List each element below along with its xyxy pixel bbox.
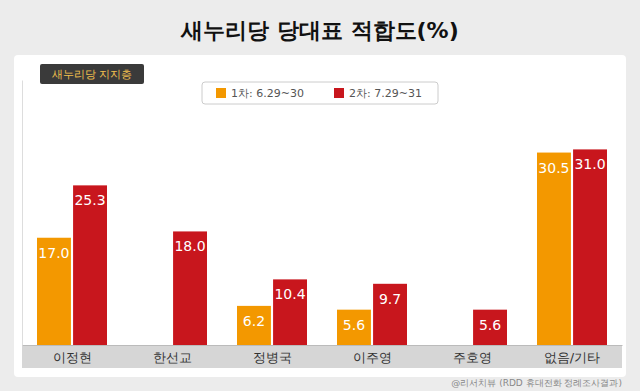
x-tick: 한선교 xyxy=(153,345,192,365)
bar xyxy=(373,284,407,345)
bar xyxy=(73,185,107,345)
bar xyxy=(537,153,571,345)
data-label: 17.0 xyxy=(38,245,69,261)
title: 새누리당 당대표 적합도(%) xyxy=(180,18,458,43)
bar xyxy=(237,306,271,345)
x-tick: 없음/기타 xyxy=(544,345,600,365)
x-tick: 주호영 xyxy=(453,345,492,365)
data-label: 6.2 xyxy=(243,313,265,329)
legend-box xyxy=(202,82,438,104)
x-tick: 이정현 xyxy=(53,345,92,365)
legend-label: 2차: 7.29~31 xyxy=(349,87,422,100)
y-axis-line xyxy=(22,81,23,346)
x-tick-label: 한선교 xyxy=(153,350,192,365)
subtitle: 새누리당 지지층 xyxy=(52,68,133,81)
x-tick-label: 이정현 xyxy=(53,350,92,365)
bar xyxy=(573,149,607,345)
data-label: 5.6 xyxy=(343,317,365,333)
bar xyxy=(37,238,71,345)
bar xyxy=(173,231,207,345)
bar xyxy=(337,310,371,345)
subtitle-badge xyxy=(40,64,144,84)
data-label: 18.0 xyxy=(174,238,205,254)
data-label: 10.4 xyxy=(274,286,305,302)
bar xyxy=(473,310,507,345)
data-labels: 17.0 6.2 5.6 30.5 25.3 18.0 10.4 9.7 5.6 31.0 xyxy=(38,156,605,332)
source-note: @리서치뷰 (RDD 휴대전화 정례조사결과) xyxy=(451,378,622,388)
bar xyxy=(273,279,307,345)
category-strip xyxy=(22,345,622,368)
data-label: 31.0 xyxy=(574,156,605,172)
x-axis-line xyxy=(23,345,623,346)
bars xyxy=(37,149,607,345)
chart: 새누리당 당대표 적합도(%) 새누리당 지지층 17.0 6.2 5.6 30.5 25.… xyxy=(0,0,640,391)
data-label: 25.3 xyxy=(74,192,105,208)
legend-label: 1차: 6.29~30 xyxy=(231,87,304,100)
data-label: 5.6 xyxy=(479,317,501,333)
data-label: 30.5 xyxy=(538,160,569,176)
y-axis xyxy=(22,81,23,346)
x-axis: 이정현 한선교 정병국 이주영 주호영 없음/기타 xyxy=(23,345,623,365)
data-label: 9.7 xyxy=(379,291,401,307)
x-tick: 정병국 xyxy=(253,345,292,365)
panel xyxy=(14,55,626,377)
legend-swatch xyxy=(334,88,344,98)
x-tick: 이주영 xyxy=(353,345,392,365)
x-tick-label: 정병국 xyxy=(253,350,292,365)
x-tick-label: 없음/기타 xyxy=(544,350,600,365)
legend: 1차: 6.29~30 2차: 7.29~31 xyxy=(202,82,438,104)
x-tick-label: 주호영 xyxy=(453,350,492,365)
x-tick-label: 이주영 xyxy=(353,350,392,365)
legend-swatch xyxy=(216,88,226,98)
